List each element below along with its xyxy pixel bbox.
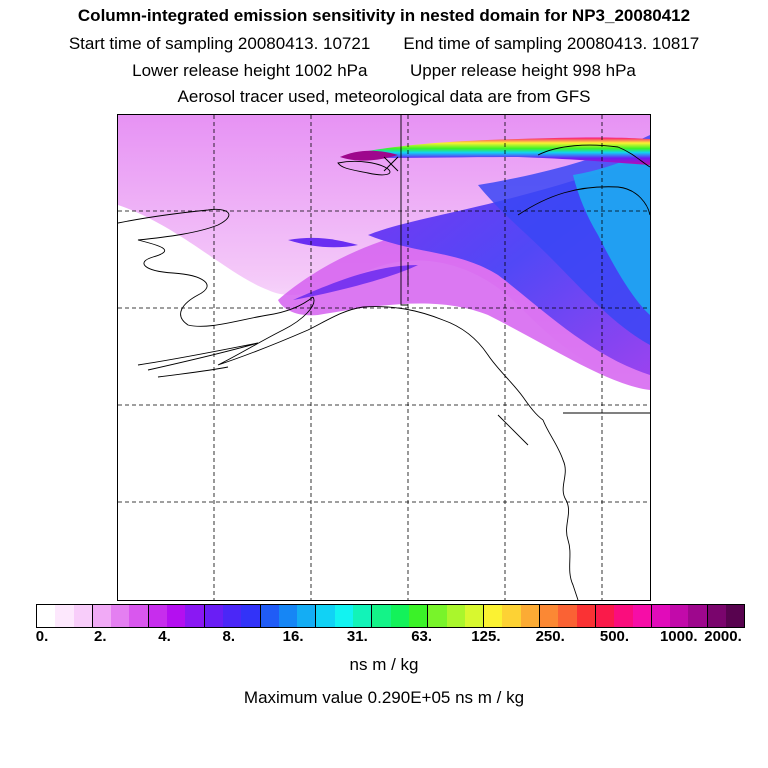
upper-height-label: Upper release height 998 hPa (409, 61, 636, 80)
colorbar-swatch (241, 605, 261, 627)
colorbar-swatch (428, 605, 447, 627)
end-time-label: End time of sampling 20080413. 10817 (403, 34, 700, 53)
colorbar-swatch (707, 605, 726, 627)
colorbar-tick-label: 2. (94, 628, 107, 645)
lower-height-label: Lower release height 1002 hPa (132, 61, 368, 80)
colorbar-swatch (688, 605, 708, 627)
colorbar-tick-label: 31. (346, 628, 368, 645)
colorbar-swatch (484, 605, 503, 627)
start-time-label: Start time of sampling 20080413. 10721 (68, 34, 371, 53)
colorbar-tick-label: 2000. (704, 628, 742, 645)
colorbar-swatch (297, 605, 317, 627)
colorbar-swatch (520, 605, 541, 627)
map-title: Column-integrated emission sensitivity i… (77, 6, 691, 25)
colorbar-tick-label: 16. (282, 628, 304, 645)
colorbar-swatch (37, 605, 56, 627)
colorbar-swatch (651, 605, 671, 627)
map-panel (117, 114, 651, 601)
units-label: ns m / kg (349, 655, 419, 674)
colorbar-swatch (614, 605, 633, 627)
colorbar-swatch (408, 605, 429, 627)
colorbar-swatch (464, 605, 485, 627)
colorbar-swatch (167, 605, 186, 627)
colorbar-swatch (185, 605, 205, 627)
release-point-marker (383, 156, 399, 172)
colorbar-swatch (111, 605, 130, 627)
sampling-times: Start time of sampling 20080413. 10721 E… (0, 34, 768, 54)
colorbar-tick-label: 1000. (659, 628, 698, 645)
colorbar-tick-label: 63. (411, 628, 433, 645)
colorbar-swatch (55, 605, 74, 627)
tracer-info: Aerosol tracer used, meteorological data… (177, 87, 591, 106)
colorbar-swatch (446, 605, 465, 627)
colorbar-swatch (334, 605, 354, 627)
colorbar-swatch (540, 605, 559, 627)
colorbar-swatch (92, 605, 112, 627)
colorbar-swatch (148, 605, 168, 627)
colorbar-swatch (204, 605, 223, 627)
colorbar-swatch (73, 605, 93, 627)
colorbar-tick-label: 125. (471, 628, 501, 645)
colorbar-swatch (129, 605, 149, 627)
colorbar-tick-label: 0. (35, 628, 49, 645)
colorbar-swatch (632, 605, 652, 627)
maximum-value-label: Maximum value 0.290E+05 ns m / kg (243, 688, 525, 707)
colorbar-swatch (353, 605, 373, 627)
colorbar-tick-label: 250. (535, 628, 565, 645)
colorbar (36, 604, 745, 628)
colorbar-swatch (725, 605, 745, 627)
colorbar-swatch (390, 605, 409, 627)
colorbar-swatch (502, 605, 521, 627)
colorbar-swatch (576, 605, 596, 627)
colorbar-swatch (558, 605, 577, 627)
map-grid (118, 115, 650, 600)
colorbar-tick-label: 4. (158, 628, 171, 645)
colorbar-swatch (670, 605, 689, 627)
colorbar-tick-label: 500. (599, 628, 630, 645)
colorbar-swatch (278, 605, 298, 627)
colorbar-swatch (595, 605, 615, 627)
colorbar-swatch (372, 605, 391, 627)
colorbar-swatch (222, 605, 242, 627)
sensitivity-map (118, 115, 650, 600)
colorbar-swatch (260, 605, 279, 627)
colorbar-swatch (316, 605, 335, 627)
release-heights: Lower release height 1002 hPa Upper rele… (0, 61, 768, 81)
colorbar-tick-label: 8. (222, 628, 236, 645)
